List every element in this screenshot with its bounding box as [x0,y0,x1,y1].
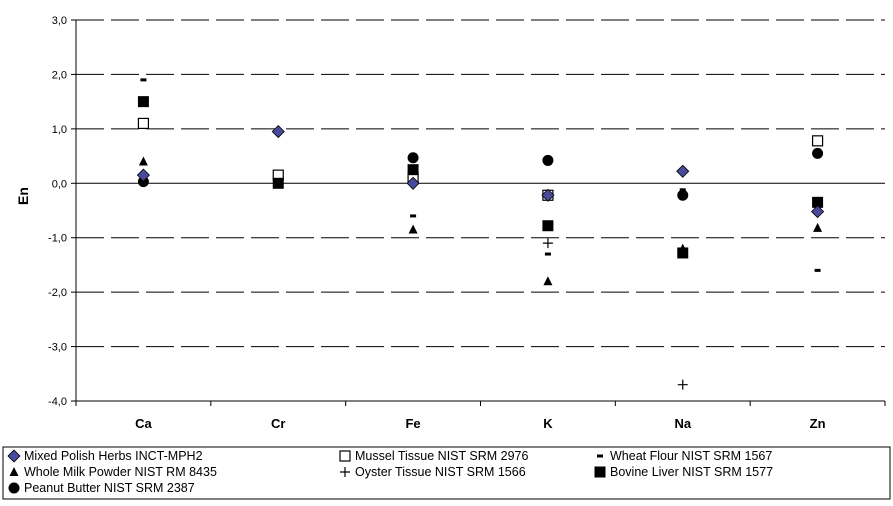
x-category-labels: Ca Cr Fe K Na Zn [135,416,825,431]
legend-entry: Wheat Flour NIST SRM 1567 [597,449,772,463]
data-point [677,379,688,390]
data-point [542,238,553,249]
legend-marker [9,467,19,476]
data-point [814,268,821,272]
legend-label: Mixed Polish Herbs INCT-MPH2 [24,449,203,463]
legend-entry: Oyster Tissue NIST SRM 1566 [340,465,526,479]
x-category-label: Zn [810,416,826,431]
legend-marker [8,482,20,494]
legend: Mixed Polish Herbs INCT-MPH2 Whole Milk P… [7,449,773,495]
x-category-label: Ca [135,416,152,431]
data-point [136,168,150,182]
data-point [138,156,148,166]
x-category-label: Cr [271,416,285,431]
legend-marker [597,454,603,458]
legend-entry: Mussel Tissue NIST SRM 2976 [339,449,528,463]
y-tick-label: 0,0 [52,178,67,190]
data-point [812,147,824,159]
legend-label: Wheat Flour NIST SRM 1567 [610,449,772,463]
legend-label: Bovine Liver NIST SRM 1577 [610,465,773,479]
data-point [676,164,690,178]
legend-label: Whole Milk Powder NIST RM 8435 [24,465,217,479]
legend-entry: Whole Milk Powder NIST RM 8435 [9,465,217,479]
y-tick-label: -3,0 [48,342,67,354]
y-tick-label: 1,0 [52,124,67,136]
data-point [271,125,285,139]
legend-entry: Bovine Liver NIST SRM 1577 [594,465,773,479]
y-tick-label: 3,0 [52,15,67,27]
data-point [813,222,823,232]
data-markers [136,78,825,390]
legend-marker [340,467,350,477]
y-axis-label: En [15,187,31,205]
y-tick-label: -1,0 [48,233,67,245]
legend-marker [7,449,21,463]
legend-label: Peanut Butter NIST SRM 2387 [24,481,195,495]
legend-label: Mussel Tissue NIST SRM 2976 [355,449,528,463]
x-category-label: Na [674,416,691,431]
data-point [140,78,147,82]
data-point [272,177,284,189]
x-category-label: K [543,416,553,431]
legend-entry: Mixed Polish Herbs INCT-MPH2 [7,449,203,463]
legend-marker [339,450,351,462]
data-point [137,117,150,130]
legend-entry: Peanut Butter NIST SRM 2387 [8,481,195,495]
y-tick-label: -4,0 [48,396,67,408]
axes [71,19,886,406]
data-point [543,276,553,286]
data-point [541,188,555,202]
data-point [408,224,418,234]
data-point [811,135,824,147]
legend-box [2,446,891,500]
gridlines [76,19,885,348]
data-point [542,154,554,166]
y-tick-labels: 3,0 2,0 1,0 0,0 -1,0 -2,0 -3,0 -4,0 [48,15,67,408]
data-point [544,252,551,256]
data-point [407,164,419,176]
data-point [410,214,417,218]
data-point [812,196,824,208]
data-point [542,220,554,232]
x-category-label: Fe [405,416,420,431]
data-point [678,243,688,253]
data-point [677,189,689,201]
data-point [677,247,689,259]
data-point [406,176,420,190]
y-tick-label: 2,0 [52,69,67,81]
legend-marker [594,466,606,478]
data-point [137,96,149,108]
y-tick-label: -2,0 [48,287,67,299]
data-point [407,152,419,164]
legend-label: Oyster Tissue NIST SRM 1566 [355,465,526,479]
data-point [811,205,825,219]
